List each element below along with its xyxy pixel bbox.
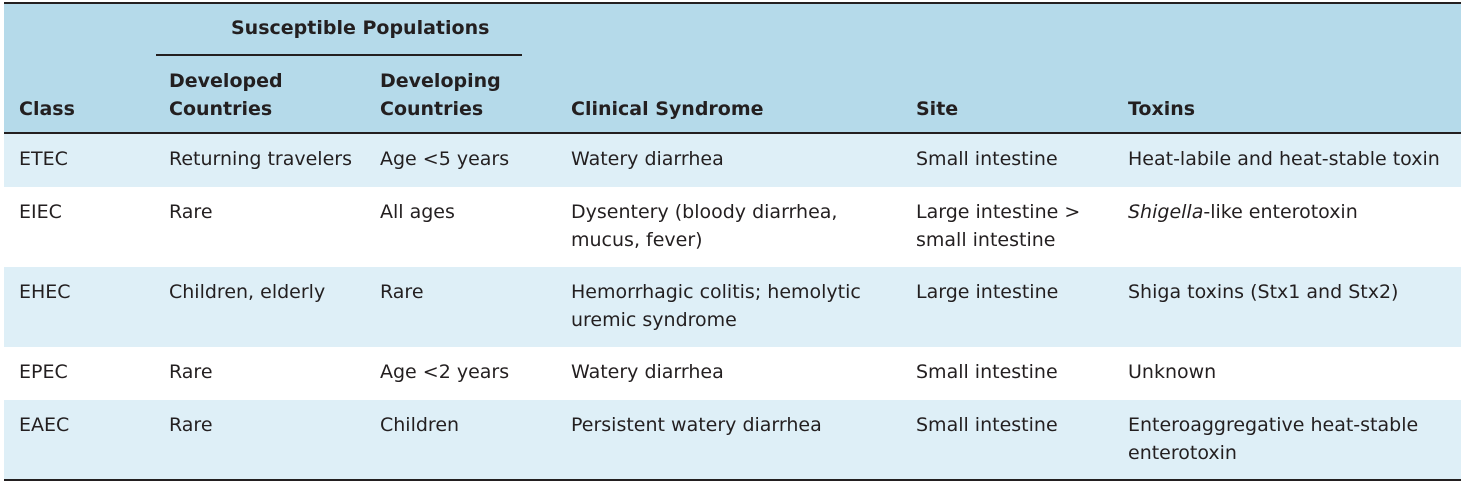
cell-toxins: Shigella-like enterotoxin (1128, 198, 1358, 226)
cell-site: Small intestine (916, 411, 1058, 439)
cell-site-line: small intestine (916, 229, 1056, 251)
group-rule (156, 54, 522, 56)
cell-site-line: Small intestine (916, 414, 1058, 436)
header-developed-countries: Developed Countries (169, 67, 283, 123)
cell-toxins-line: enterotoxin (1128, 439, 1418, 467)
cell-clinical-syndrome-line: Hemorrhagic colitis; hemolytic (571, 281, 861, 303)
cell-class: EPEC (19, 361, 68, 383)
cell-site: Small intestine (916, 145, 1058, 173)
cell-site-line: Large intestine > (916, 201, 1081, 223)
cell-site: Large intestine > small intestine (916, 198, 1080, 254)
cell-developed: Returning travelers (169, 148, 352, 170)
cell-toxins-line: Enteroaggregative heat-stable (1128, 411, 1418, 439)
header-class: Class (19, 98, 75, 120)
cell-clinical-syndrome: Watery diarrhea (571, 358, 724, 386)
cell-toxins-line: Shigella-like enterotoxin (1128, 198, 1358, 226)
header-developing-line-1: Developing (380, 70, 501, 92)
bottom-rule (4, 479, 1461, 481)
header-developing-line-2: Countries (380, 98, 484, 120)
cell-developing: All ages (380, 201, 455, 223)
table-row: ETEC Returning travelers Age <5 years Water… (4, 134, 1461, 187)
cell-developed: Children, elderly (169, 281, 326, 303)
header-toxins: Toxins (1128, 98, 1196, 120)
cell-developing: Age <2 years (380, 361, 510, 383)
cell-clinical-syndrome-line: Watery diarrhea (571, 148, 724, 170)
table-row: EAEC Rare Children Persistent watery diarrh… (4, 400, 1461, 479)
cell-class: EAEC (19, 414, 70, 436)
cell-toxins-line: Shiga toxins (Stx1 and Stx2) (1128, 278, 1398, 306)
cell-toxins: Heat-labile and heat-stable toxin (1128, 145, 1440, 173)
cell-clinical-syndrome-line: Watery diarrhea (571, 361, 724, 383)
cell-developed: Rare (169, 201, 213, 223)
cell-toxins-italic: Shigella (1128, 201, 1204, 223)
table-row: EIEC Rare All ages Dysentery (bloody diarrh… (4, 187, 1461, 267)
cell-toxins-line: Heat-labile and heat-stable toxin (1128, 145, 1440, 173)
cell-clinical-syndrome: Persistent watery diarrhea (571, 411, 822, 439)
cell-developing: Age <5 years (380, 148, 510, 170)
cell-toxins-text: -like enterotoxin (1203, 201, 1358, 223)
cell-toxins-text: Enteroaggregative heat-stable (1128, 414, 1419, 436)
cell-toxins-line: Unknown (1128, 358, 1216, 386)
table-row: EHEC Children, elderly Rare Hemorrhagic col… (4, 267, 1461, 347)
cell-clinical-syndrome-line: Persistent watery diarrhea (571, 414, 822, 436)
header-developing-countries: Developing Countries (380, 67, 501, 123)
header-developed-line-2: Countries (169, 98, 273, 120)
cell-toxins-text: Unknown (1128, 361, 1217, 383)
cell-developed: Rare (169, 361, 213, 383)
cell-class: EHEC (19, 281, 71, 303)
cell-developed: Rare (169, 414, 213, 436)
cell-site-line: Small intestine (916, 148, 1058, 170)
cell-toxins: Enteroaggregative heat-stable enterotoxin (1128, 411, 1418, 467)
cell-toxins: Shiga toxins (Stx1 and Stx2) (1128, 278, 1398, 306)
cell-clinical-syndrome-line: mucus, fever) (571, 229, 703, 251)
cell-site-line: Small intestine (916, 361, 1058, 383)
cell-site: Large intestine (916, 278, 1058, 306)
cell-class: EIEC (19, 201, 62, 223)
cell-clinical-syndrome-line: uremic syndrome (571, 309, 737, 331)
header-site: Site (916, 98, 959, 120)
header-developed-line-1: Developed (169, 70, 283, 92)
cell-toxins: Unknown (1128, 358, 1216, 386)
cell-clinical-syndrome: Dysentery (bloody diarrhea, mucus, fever) (571, 198, 837, 254)
header-clinical-syndrome: Clinical Syndrome (571, 98, 764, 120)
cell-clinical-syndrome: Watery diarrhea (571, 145, 724, 173)
table-header (4, 4, 1461, 133)
cell-site-line: Large intestine (916, 281, 1059, 303)
header-group-susceptible-populations: Susceptible Populations (231, 17, 490, 39)
cell-toxins-text: Heat-labile and heat-stable toxin (1128, 148, 1440, 170)
cell-clinical-syndrome: Hemorrhagic colitis; hemolytic uremic syn… (571, 278, 861, 334)
cell-site: Small intestine (916, 358, 1058, 386)
cell-developing: Rare (380, 281, 424, 303)
header-bottom-rule (4, 132, 1461, 134)
table-row: EPEC Rare Age <2 years Watery diarrhea Small… (4, 347, 1461, 400)
cell-clinical-syndrome-line: Dysentery (bloody diarrhea, (571, 201, 838, 223)
top-rule (4, 2, 1461, 4)
cell-class: ETEC (19, 148, 68, 170)
cell-toxins-text: Shiga toxins (Stx1 and Stx2) (1128, 281, 1399, 303)
cell-developing: Children (380, 414, 460, 436)
cell-toxins-text: enterotoxin (1128, 442, 1237, 464)
